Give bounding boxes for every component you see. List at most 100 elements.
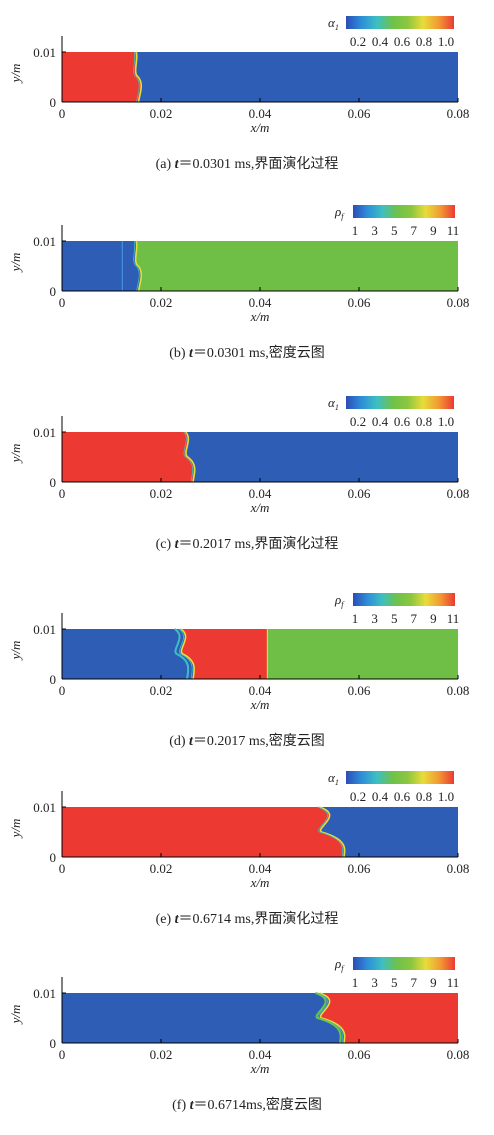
x-tick-label: 0.02 (150, 486, 173, 501)
colorbar-tick-label: 0.8 (416, 789, 432, 804)
field (62, 51, 458, 103)
panel-c: α1 0.2 0.4 0.6 0.8 1.0 0 0.02 0.04 0.06 0.08 0 0.01 x… (8, 395, 469, 552)
colorbar-tick-label: 11 (447, 975, 460, 990)
colorbar-symbol-sub: 1 (335, 23, 339, 32)
colorbar-symbol: α1 (328, 395, 339, 412)
region-left (62, 629, 195, 679)
colorbar-tick-label: 11 (447, 611, 460, 626)
y-tick-label: 0 (50, 850, 57, 865)
x-tick-label: 0.08 (447, 106, 470, 121)
colorbar-tick-label: 3 (371, 611, 378, 626)
colorbar (353, 593, 455, 606)
y-tick-label: 0 (50, 1036, 57, 1051)
interface-line (178, 628, 193, 680)
caption-var: t (190, 1098, 195, 1113)
x-tick-label: 0 (59, 1047, 66, 1062)
colorbar-symbol: α1 (328, 770, 339, 787)
x-tick-label: 0.02 (150, 106, 173, 121)
colorbar-symbol: α1 (328, 15, 339, 32)
interface-line (183, 431, 194, 483)
panel-caption: (f) t＝0.6714ms,密度云图 (172, 1096, 322, 1113)
y-tick-label: 0.01 (33, 622, 56, 637)
colorbar-tick-label: 0.4 (372, 34, 389, 49)
x-tick-label: 0.04 (249, 861, 272, 876)
x-tick-label: 0.06 (348, 683, 371, 698)
colorbar-tick-label: 1.0 (438, 414, 454, 429)
colorbar-symbol-sub: f (341, 600, 345, 609)
x-tick-label: 0 (59, 861, 66, 876)
x-tick-label: 0.04 (249, 486, 272, 501)
interface-line (315, 992, 342, 1044)
colorbar-symbol: ρf (334, 204, 345, 221)
x-tick-label: 0 (59, 486, 66, 501)
colorbar (353, 957, 455, 970)
caption-var: t (189, 734, 194, 749)
colorbar-tick-label: 1 (352, 223, 359, 238)
x-tick-label: 0.06 (348, 1047, 371, 1062)
colorbar-tick-label: 0.8 (416, 414, 432, 429)
colorbar (346, 396, 454, 409)
x-tick-label: 0 (59, 683, 66, 698)
region-left (62, 52, 142, 102)
y-tick-label: 0.01 (33, 234, 56, 249)
colorbar-tick-label: 0.4 (372, 414, 389, 429)
x-axis-label: x/m (250, 500, 270, 515)
colorbar-tick-label: 5 (391, 975, 398, 990)
y-axis-label: y/m (8, 444, 23, 465)
field (62, 806, 458, 858)
region-left (62, 807, 345, 857)
caption-rest: ＝0.2017 ms,密度云图 (193, 732, 325, 749)
caption-prefix: (c) (156, 537, 175, 552)
x-tick-label: 0.06 (348, 486, 371, 501)
panel-e: α1 0.2 0.4 0.6 0.8 1.0 0 0.02 0.04 0.06 0.08 0 0.01 x… (8, 770, 469, 927)
caption-rest: ＝0.0301 ms,密度云图 (193, 344, 325, 361)
y-tick-label: 0.01 (33, 986, 56, 1001)
colorbar-symbol-main: α (328, 395, 336, 410)
x-tick-label: 0.02 (150, 683, 173, 698)
y-tick-label: 0 (50, 95, 57, 110)
caption-var: t (175, 157, 180, 172)
panel-f: ρf1 3 5 7 9 110 0.02 0.04 0.06 0.0800.01x/my/m(f)… (8, 956, 469, 1113)
colorbar-symbol-main: ρ (334, 592, 341, 607)
interface-line (174, 628, 190, 680)
interface-line (134, 240, 143, 292)
x-tick-label: 0.02 (150, 295, 173, 310)
x-axis-label: x/m (250, 309, 270, 324)
caption-prefix: (e) (156, 912, 175, 927)
colorbar-tick-label: 1.0 (438, 789, 454, 804)
panel-b: ρf1 3 5 7 9 110 0.02 0.04 0.06 0.0800.01x/my/m(b)… (8, 204, 469, 361)
x-tick-label: 0.06 (348, 106, 371, 121)
x-axis-label: x/m (250, 120, 270, 135)
caption-rest: ＝0.6714 ms,界面演化过程 (179, 911, 339, 927)
colorbar (353, 205, 455, 218)
interface-line (134, 51, 143, 103)
panel-a: α1 0.2 0.4 0.6 0.8 1.0 0 0.02 0.04 0.06 0.08 0 0.01 x… (8, 15, 469, 172)
caption-var: t (189, 346, 194, 361)
colorbar-tick-label: 9 (430, 223, 437, 238)
x-axis-label: x/m (250, 697, 270, 712)
x-tick-label: 0.06 (348, 295, 371, 310)
panel-caption: (d) t＝0.2017 ms,密度云图 (169, 732, 325, 749)
colorbar-symbol: ρf (334, 956, 345, 973)
y-axis-label: y/m (8, 64, 23, 85)
field (62, 992, 458, 1044)
y-tick-label: 0.01 (33, 800, 56, 815)
y-tick-label: 0.01 (33, 45, 56, 60)
region-left (62, 241, 142, 291)
field (62, 431, 458, 483)
colorbar-symbol-main: α (328, 15, 336, 30)
colorbar-tick-label: 0.6 (394, 34, 411, 49)
colorbar-tick-label: 0.2 (350, 414, 366, 429)
colorbar-symbol: ρf (334, 592, 345, 609)
interface-line (317, 806, 344, 858)
caption-prefix: (a) (156, 157, 175, 172)
colorbar-symbol-sub: 1 (335, 778, 339, 787)
colorbar-symbol-main: ρ (334, 956, 341, 971)
field (62, 240, 458, 292)
x-tick-label: 0.04 (249, 295, 272, 310)
colorbar-tick-label: 7 (411, 975, 418, 990)
y-axis-label: y/m (8, 253, 23, 274)
caption-prefix: (b) (169, 346, 189, 361)
interface-line (319, 992, 346, 1044)
